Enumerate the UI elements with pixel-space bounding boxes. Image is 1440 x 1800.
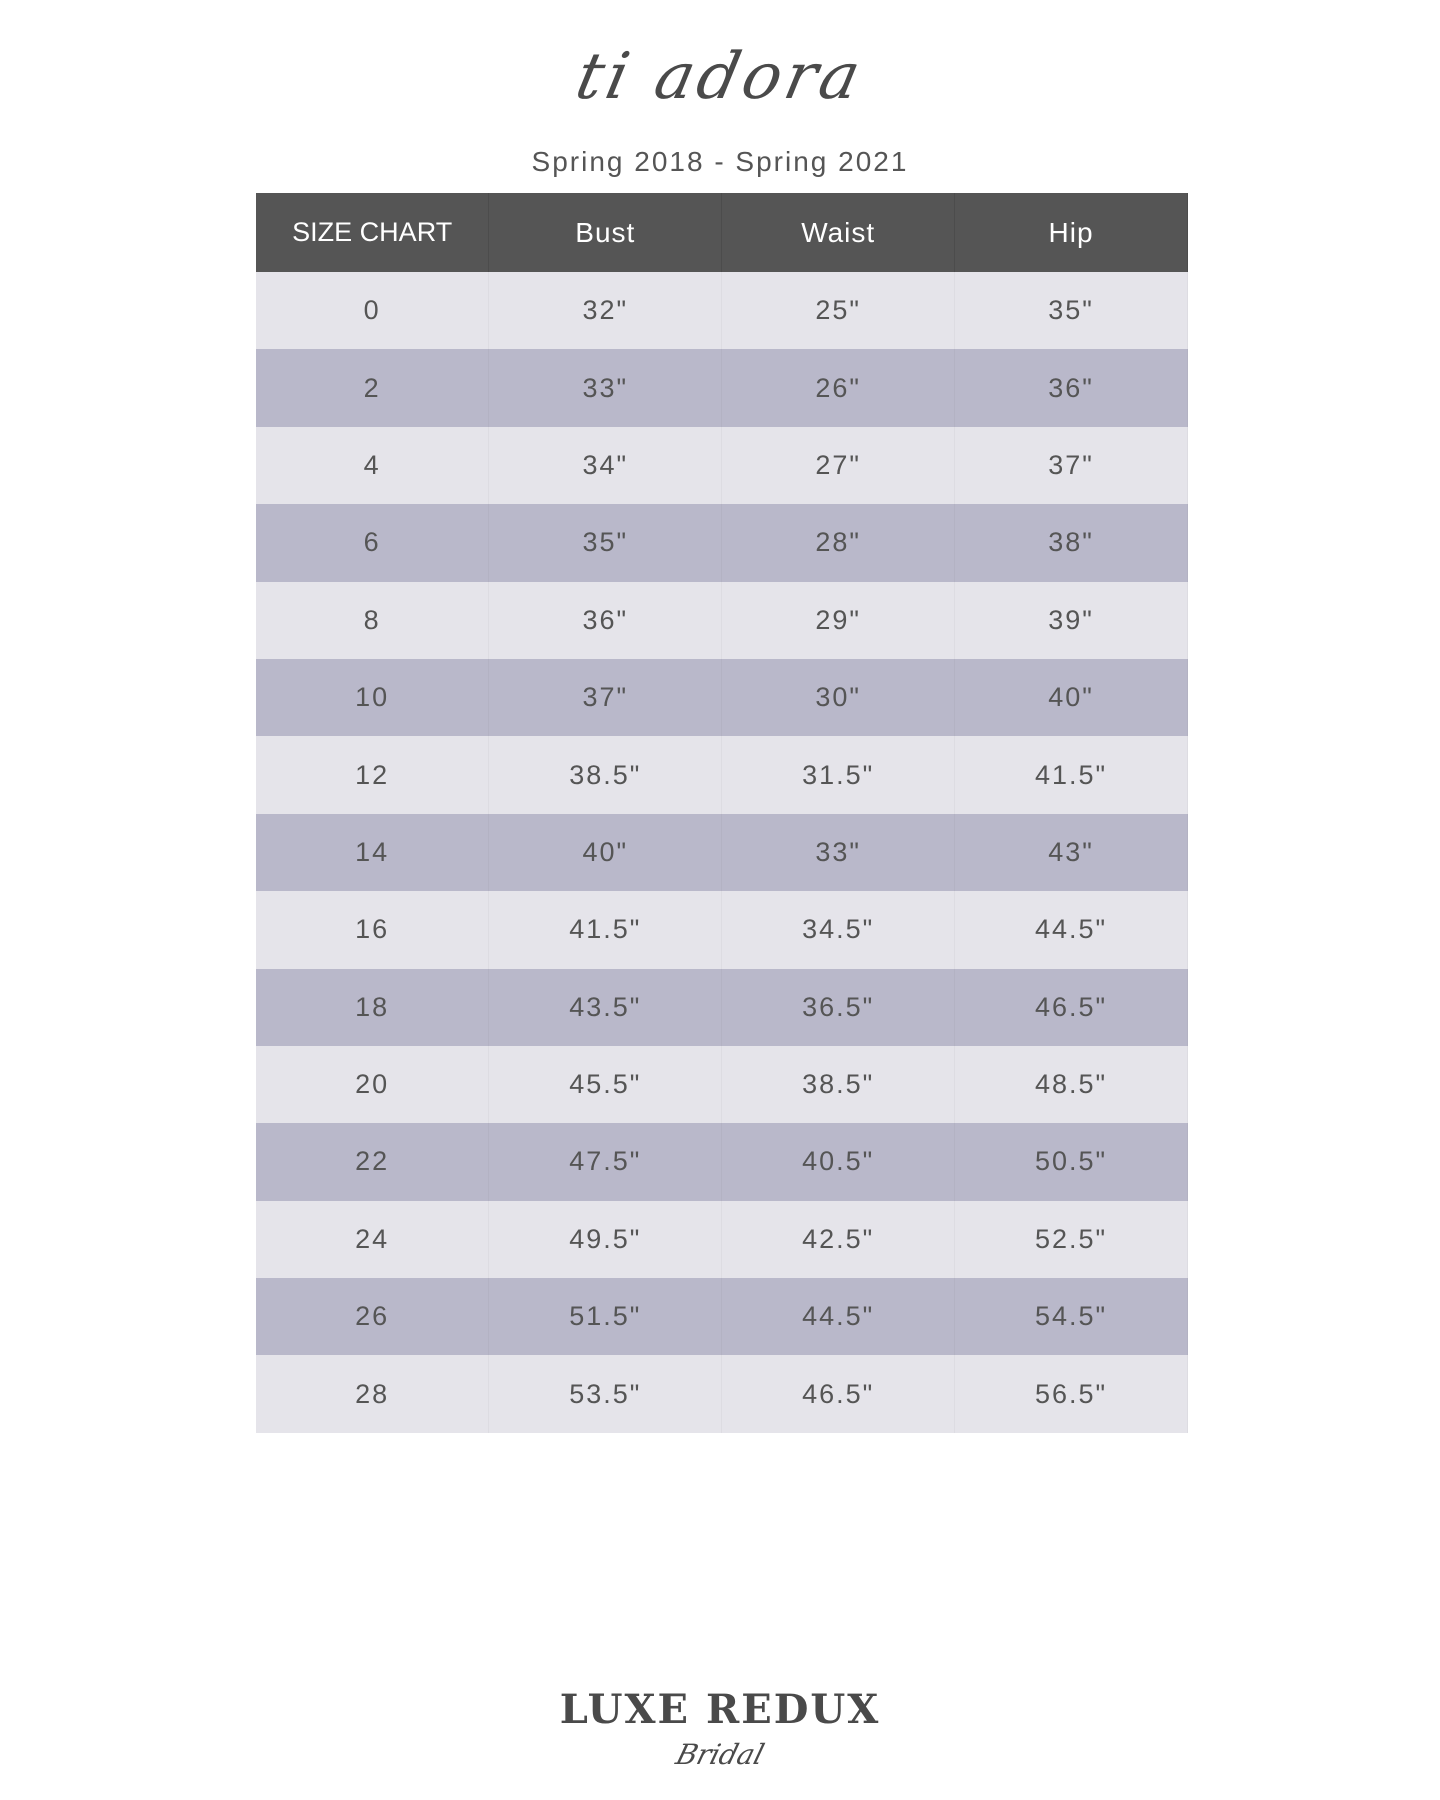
- cell-hip: 43": [954, 813, 1188, 892]
- cell-waist: 38.5": [721, 1045, 955, 1124]
- cell-bust: 33": [488, 349, 722, 427]
- cell-bust: 43.5": [488, 968, 722, 1046]
- cell-bust: 41.5": [488, 891, 722, 969]
- cell-hip: 36": [954, 349, 1188, 427]
- cell-size: 16: [256, 891, 489, 969]
- cell-bust: 47.5": [488, 1123, 722, 1201]
- table-row: 16 41.5" 34.5" 44.5": [256, 891, 1188, 969]
- cell-size: 10: [256, 658, 489, 737]
- cell-hip: 44.5": [954, 891, 1188, 969]
- cell-hip: 41.5": [954, 736, 1188, 814]
- table-row: 26 51.5" 44.5" 54.5": [256, 1278, 1188, 1356]
- cell-bust: 51.5": [488, 1278, 722, 1356]
- table-row: 28 53.5" 46.5" 56.5": [256, 1355, 1188, 1433]
- cell-size: 8: [256, 581, 489, 659]
- cell-hip: 46.5": [954, 968, 1188, 1046]
- cell-waist: 29": [721, 581, 955, 659]
- table-row: 8 36" 29" 39": [256, 581, 1188, 659]
- cell-size: 22: [256, 1123, 489, 1201]
- table-row: 20 45.5" 38.5" 48.5": [256, 1045, 1188, 1124]
- cell-waist: 44.5": [721, 1278, 955, 1356]
- header-waist: Waist: [721, 193, 956, 272]
- cell-size: 24: [256, 1200, 489, 1279]
- cell-hip: 35": [954, 272, 1188, 350]
- cell-waist: 42.5": [721, 1200, 955, 1279]
- cell-bust: 40": [488, 813, 722, 892]
- cell-waist: 31.5": [721, 736, 955, 814]
- cell-bust: 35": [488, 504, 722, 582]
- cell-waist: 28": [721, 504, 955, 582]
- header-size: SIZE CHART: [256, 193, 490, 272]
- cell-hip: 54.5": [954, 1278, 1188, 1356]
- cell-size: 12: [256, 736, 489, 814]
- cell-hip: 40": [954, 658, 1188, 737]
- size-chart-body: 0 32" 25" 35" 2 33" 26" 36" 4 34" 27" 37" 6 35" 28" 38"…: [256, 272, 1188, 1433]
- footer-logo: LUXE REDUX Bridal: [0, 1686, 1440, 1772]
- table-row: 6 35" 28" 38": [256, 504, 1188, 582]
- table-row: 12 38.5" 31.5" 41.5": [256, 736, 1188, 814]
- cell-waist: 34.5": [721, 891, 955, 969]
- cell-waist: 36.5": [721, 968, 955, 1046]
- table-row: 0 32" 25" 35": [256, 272, 1188, 350]
- cell-waist: 30": [721, 658, 955, 737]
- cell-bust: 34": [488, 426, 722, 505]
- cell-size: 28: [256, 1355, 489, 1433]
- table-row: 22 47.5" 40.5" 50.5": [256, 1123, 1188, 1201]
- cell-waist: 27": [721, 426, 955, 505]
- cell-bust: 38.5": [488, 736, 722, 814]
- cell-bust: 49.5": [488, 1200, 722, 1279]
- cell-bust: 37": [488, 658, 722, 737]
- cell-hip: 39": [954, 581, 1188, 659]
- table-row: 14 40" 33" 43": [256, 813, 1188, 892]
- cell-size: 6: [256, 504, 489, 582]
- footer-logo-main: LUXE REDUX: [559, 1686, 881, 1733]
- brand-logo: ti adora: [569, 40, 871, 114]
- size-chart-table: SIZE CHART Bust Waist Hip 0 32" 25" 35" 2 33"…: [256, 193, 1188, 1433]
- cell-hip: 38": [954, 504, 1188, 582]
- cell-waist: 25": [721, 272, 955, 350]
- header-hip: Hip: [954, 193, 1188, 272]
- cell-bust: 36": [488, 581, 722, 659]
- cell-size: 18: [256, 968, 489, 1046]
- cell-size: 14: [256, 813, 489, 892]
- cell-hip: 48.5": [954, 1045, 1188, 1124]
- cell-bust: 45.5": [488, 1045, 722, 1124]
- table-row: 24 49.5" 42.5" 52.5": [256, 1200, 1188, 1279]
- cell-waist: 46.5": [721, 1355, 955, 1433]
- header-bust: Bust: [488, 193, 723, 272]
- cell-size: 0: [256, 272, 489, 350]
- cell-bust: 32": [488, 272, 722, 350]
- cell-bust: 53.5": [488, 1355, 722, 1433]
- table-row: 4 34" 27" 37": [256, 426, 1188, 505]
- cell-waist: 33": [721, 813, 955, 892]
- cell-waist: 26": [721, 349, 955, 427]
- table-row: 2 33" 26" 36": [256, 349, 1188, 427]
- footer-logo-sub: Bridal: [672, 1738, 768, 1771]
- cell-size: 4: [256, 426, 489, 505]
- table-row: 10 37" 30" 40": [256, 658, 1188, 737]
- cell-size: 2: [256, 349, 489, 427]
- table-header-row: SIZE CHART Bust Waist Hip: [256, 193, 1188, 272]
- collection-subtitle: Spring 2018 - Spring 2021: [531, 146, 909, 177]
- cell-hip: 56.5": [954, 1355, 1188, 1433]
- cell-hip: 52.5": [954, 1200, 1188, 1279]
- cell-size: 26: [256, 1278, 489, 1356]
- cell-hip: 37": [954, 426, 1188, 505]
- cell-hip: 50.5": [954, 1123, 1188, 1201]
- cell-waist: 40.5": [721, 1123, 955, 1201]
- table-row: 18 43.5" 36.5" 46.5": [256, 968, 1188, 1046]
- cell-size: 20: [256, 1045, 489, 1124]
